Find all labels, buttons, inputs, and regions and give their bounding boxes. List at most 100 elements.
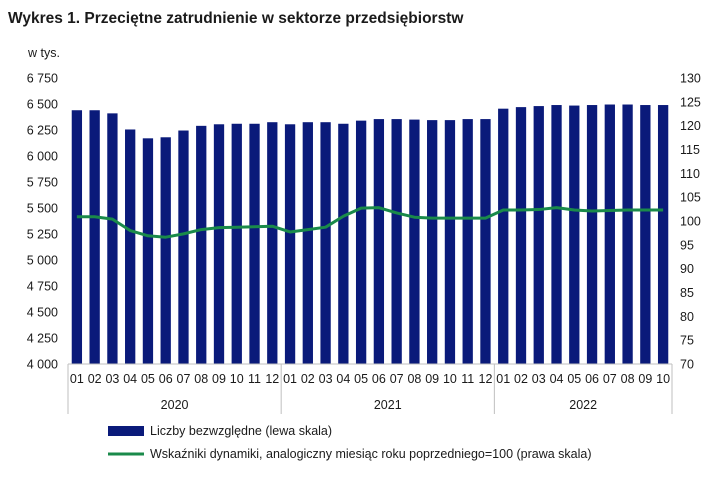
bar xyxy=(196,125,207,364)
month-tick-label: 06 xyxy=(585,372,599,386)
month-tick-label: 03 xyxy=(105,372,119,386)
right-tick-label: 105 xyxy=(680,191,701,205)
bar xyxy=(515,107,527,365)
bar xyxy=(391,119,402,364)
bar xyxy=(427,120,438,365)
bar xyxy=(160,137,171,364)
month-tick-label: 07 xyxy=(177,372,191,386)
line-series-path xyxy=(76,206,664,239)
year-label: 2021 xyxy=(374,398,402,412)
bar xyxy=(657,105,669,364)
month-tick-label: 06 xyxy=(159,372,173,386)
month-tick-label: 04 xyxy=(550,372,564,386)
bar-series xyxy=(71,104,669,365)
right-tick-label: 80 xyxy=(680,310,694,324)
legend-label-bars: Liczby bezwzględne (lewa skala) xyxy=(150,424,332,438)
left-tick-label: 4 250 xyxy=(27,332,58,346)
bar xyxy=(462,119,473,364)
month-tick-label: 03 xyxy=(319,372,333,386)
bar xyxy=(533,106,544,364)
bar xyxy=(586,105,598,364)
month-tick-label: 08 xyxy=(621,372,635,386)
bar xyxy=(444,120,456,365)
bar xyxy=(178,130,189,364)
bar xyxy=(213,124,225,364)
bar xyxy=(480,119,491,364)
month-tick-label: 02 xyxy=(88,372,102,386)
left-tick-label: 5 000 xyxy=(27,254,58,268)
month-tick-label: 11 xyxy=(248,372,261,386)
month-tick-label: 02 xyxy=(514,372,528,386)
bar xyxy=(569,105,580,364)
month-tick-label: 05 xyxy=(567,372,581,386)
left-tick-label: 5 250 xyxy=(27,228,58,242)
month-tick-label: 01 xyxy=(70,372,84,386)
bar xyxy=(284,124,296,364)
month-tick-label: 01 xyxy=(283,372,297,386)
bar xyxy=(498,108,509,365)
bar xyxy=(338,123,349,364)
left-tick-label: 5 750 xyxy=(27,176,58,190)
bar xyxy=(142,138,154,364)
chart-title: Wykres 1. Przeciętne zatrudnienie w sekt… xyxy=(8,10,464,27)
month-tick-label: 04 xyxy=(336,372,350,386)
left-tick-label: 5 500 xyxy=(27,202,58,216)
left-tick-label: 4 000 xyxy=(27,358,58,372)
right-tick-label: 100 xyxy=(680,215,701,229)
year-label: 2020 xyxy=(161,398,189,412)
bar xyxy=(107,113,118,364)
month-tick-label: 07 xyxy=(390,372,404,386)
bar xyxy=(640,105,651,364)
month-tick-label: 12 xyxy=(265,372,279,386)
bar xyxy=(604,104,615,365)
month-tick-label: 01 xyxy=(496,372,510,386)
month-tick-label: 11 xyxy=(461,372,474,386)
month-tick-label: 07 xyxy=(603,372,617,386)
bar xyxy=(71,110,83,365)
left-axis-unit-label: w tys. xyxy=(27,46,60,60)
bar xyxy=(249,123,260,364)
month-tick-label: 09 xyxy=(212,372,226,386)
month-tick-label: 02 xyxy=(301,372,315,386)
right-tick-label: 120 xyxy=(680,119,701,133)
month-tick-label: 06 xyxy=(372,372,386,386)
left-tick-label: 6 750 xyxy=(27,72,58,86)
bar xyxy=(320,122,331,364)
month-tick-label: 05 xyxy=(141,372,155,386)
right-tick-label: 125 xyxy=(680,95,701,109)
month-tick-label: 09 xyxy=(425,372,439,386)
right-tick-label: 115 xyxy=(680,143,700,157)
month-tick-label: 09 xyxy=(638,372,652,386)
right-tick-label: 85 xyxy=(680,286,694,300)
right-tick-label: 95 xyxy=(680,238,694,252)
axes: 4 000 4 250 4 500 4 750 5 000 5 250 5 500 5 750… xyxy=(27,72,701,414)
month-tick-label: 04 xyxy=(123,372,137,386)
left-tick-label: 6 000 xyxy=(27,150,58,164)
month-tick-label: 10 xyxy=(443,372,457,386)
month-tick-label: 10 xyxy=(230,372,244,386)
bar xyxy=(267,122,278,364)
legend-swatch-bars xyxy=(108,426,144,436)
month-tick-label: 05 xyxy=(354,372,368,386)
year-label: 2022 xyxy=(569,398,597,412)
legend: Liczby bezwzględne (lewa skala) Wskaźniki… xyxy=(108,424,592,461)
left-tick-label: 4 500 xyxy=(27,306,58,320)
right-tick-label: 130 xyxy=(680,72,701,86)
right-tick-label: 75 xyxy=(680,334,694,348)
bar xyxy=(622,104,633,365)
right-tick-label: 110 xyxy=(680,167,700,181)
right-tick-label: 70 xyxy=(680,358,694,372)
line-series xyxy=(76,206,664,239)
month-tick-label: 08 xyxy=(194,372,208,386)
month-tick-label: 03 xyxy=(532,372,546,386)
left-tick-label: 4 750 xyxy=(27,280,58,294)
bar xyxy=(302,122,313,364)
bar xyxy=(231,123,242,364)
bar xyxy=(551,105,562,364)
left-tick-label: 6 500 xyxy=(27,98,58,112)
bar xyxy=(355,120,367,364)
bar xyxy=(409,119,420,364)
month-tick-label: 10 xyxy=(656,372,670,386)
bar xyxy=(373,119,385,364)
